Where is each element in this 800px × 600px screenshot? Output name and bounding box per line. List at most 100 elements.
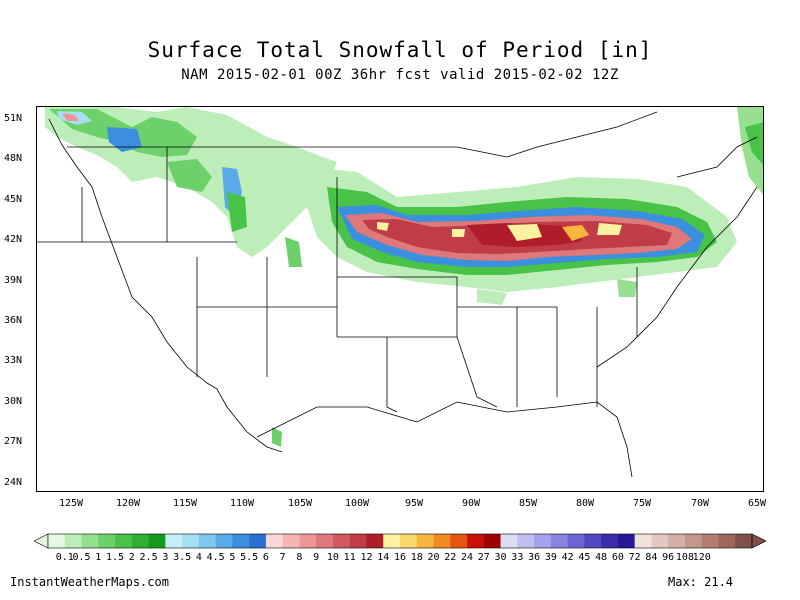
legend-label: 72 xyxy=(628,552,641,563)
legend-label: 39 xyxy=(544,552,557,563)
legend-label: 8 xyxy=(296,552,303,563)
legend-swatch xyxy=(165,534,183,548)
legend-swatch xyxy=(98,534,116,548)
lon-label: 90W xyxy=(461,498,481,509)
legend-label: 20 xyxy=(427,552,440,563)
lat-label: 42N xyxy=(4,234,23,245)
legend-swatch xyxy=(383,534,401,548)
legend-label: 22 xyxy=(444,552,457,563)
legend-swatch xyxy=(718,534,736,548)
legend-label: 0.1 xyxy=(55,552,74,563)
legend-label: 18 xyxy=(410,552,423,563)
legend-label: 42 xyxy=(561,552,574,563)
map-subtitle: NAM 2015-02-01 00Z 36hr fcst valid 2015-… xyxy=(181,67,619,83)
legend-swatch xyxy=(265,534,283,548)
legend-swatch xyxy=(299,534,317,548)
legend-label: 2 xyxy=(128,552,135,563)
lat-label: 33N xyxy=(4,355,23,366)
legend-swatch xyxy=(467,534,485,548)
legend-label: 9 xyxy=(313,552,320,563)
legend-label: 4.5 xyxy=(206,552,225,563)
legend-swatch xyxy=(182,534,200,548)
lon-label: 115W xyxy=(172,498,198,509)
legend-swatch xyxy=(483,534,501,548)
legend-label: 4 xyxy=(195,552,202,563)
lat-label: 48N xyxy=(4,153,23,164)
legend-label: 48 xyxy=(595,552,608,563)
legend-swatch xyxy=(634,534,652,548)
legend-swatch xyxy=(500,534,518,548)
legend-label: 24 xyxy=(461,552,474,563)
lat-label: 39N xyxy=(4,275,23,286)
lon-label: 70W xyxy=(690,498,710,509)
legend-swatch xyxy=(232,534,250,548)
legend-swatch xyxy=(550,534,568,548)
legend-border xyxy=(47,533,753,549)
lat-label: 51N xyxy=(4,113,23,124)
legend-label: 16 xyxy=(393,552,407,563)
legend-swatch xyxy=(684,534,703,548)
legend-swatch xyxy=(215,534,233,548)
lon-label: 105W xyxy=(287,498,313,509)
legend-label: 45 xyxy=(578,552,591,563)
lon-label: 80W xyxy=(575,498,595,509)
legend-swatch xyxy=(584,534,602,548)
lat-label: 36N xyxy=(4,315,23,326)
legend-label: 5 xyxy=(229,552,236,563)
legend-swatch xyxy=(567,534,585,548)
lon-label: 85W xyxy=(518,498,538,509)
lat-label: 30N xyxy=(4,396,23,407)
legend-label: 1 xyxy=(95,552,102,563)
max-value: Max: 21.4 xyxy=(668,575,734,589)
legend-label: 3 xyxy=(162,552,169,563)
map-title: Surface Total Snowfall of Period [in] xyxy=(147,38,653,62)
site-credit: InstantWeatherMaps.com xyxy=(10,575,169,589)
legend-swatch xyxy=(701,534,719,548)
legend-swatch xyxy=(735,534,753,548)
legend-label: 12 xyxy=(360,552,373,563)
legend-label: 7 xyxy=(279,552,286,563)
legend-swatch xyxy=(366,534,384,548)
legend-label: 2.5 xyxy=(139,552,158,563)
map-canvas xyxy=(37,107,763,478)
legend-low-arrow xyxy=(34,533,49,549)
legend-colorbar xyxy=(34,533,766,549)
legend-swatch xyxy=(131,534,149,548)
legend-label: 84 xyxy=(645,552,658,563)
snowfall-map xyxy=(36,106,764,492)
legend-label: 14 xyxy=(377,552,390,563)
legend-label: 120 xyxy=(692,552,711,563)
legend-high-arrow xyxy=(751,533,766,549)
legend-swatch xyxy=(48,534,66,548)
lat-label: 45N xyxy=(4,194,23,205)
snowfall-field-west xyxy=(45,107,763,447)
lat-label: 27N xyxy=(4,436,23,447)
snowfall-band-midwest xyxy=(307,167,737,305)
legend-label: 96 xyxy=(662,552,675,563)
legend-swatch xyxy=(148,534,166,548)
legend-swatch xyxy=(400,534,418,548)
legend-swatch xyxy=(433,534,451,548)
legend-label: 0.5 xyxy=(72,552,91,563)
legend-label: 1.5 xyxy=(106,552,125,563)
legend-label: 11 xyxy=(343,552,356,563)
legend-label: 27 xyxy=(477,552,490,563)
legend-swatch xyxy=(198,534,216,548)
lon-label: 75W xyxy=(632,498,652,509)
lon-label: 95W xyxy=(404,498,424,509)
legend-swatch xyxy=(64,534,82,548)
legend-swatch xyxy=(517,534,535,548)
lon-label: 110W xyxy=(229,498,255,509)
legend-swatch xyxy=(450,534,468,548)
legend-swatch xyxy=(316,534,334,548)
legend-label: 10 xyxy=(326,552,339,563)
legend-label: 60 xyxy=(611,552,624,563)
lat-label: 24N xyxy=(4,477,23,488)
legend-swatch xyxy=(534,534,552,548)
legend-swatch xyxy=(81,534,99,548)
legend-swatch xyxy=(249,534,267,548)
legend-label: 30 xyxy=(494,552,507,563)
legend-swatch xyxy=(668,534,686,548)
legend-swatch xyxy=(601,534,619,548)
legend-swatch xyxy=(651,534,669,548)
